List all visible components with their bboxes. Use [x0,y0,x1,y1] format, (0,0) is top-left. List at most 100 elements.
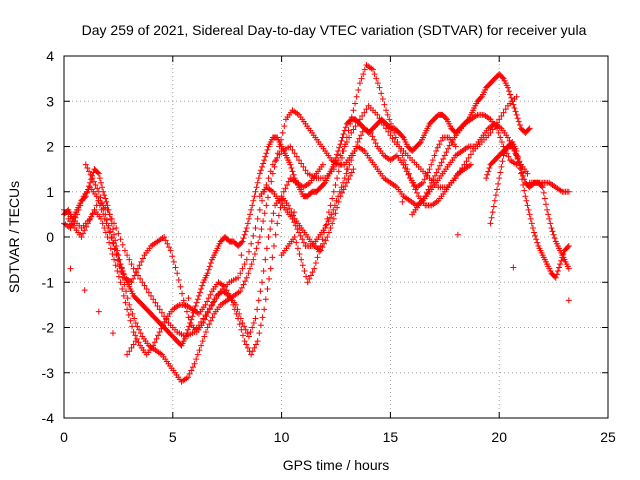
data-point-marker [504,84,511,91]
data-point-marker [255,297,262,304]
data-point-marker [256,234,263,240]
data-point-marker [241,338,248,345]
data-point-marker [202,301,209,308]
data-point-marker [200,319,207,326]
data-point-marker [426,166,433,173]
data-point-marker [285,178,292,185]
data-point-marker [78,197,85,204]
data-point-marker [337,161,344,168]
data-point-marker [389,125,396,132]
data-point-marker [267,265,274,272]
data-point-marker [282,185,289,192]
data-point-marker [514,155,521,162]
data-point-marker [511,105,518,112]
data-point-marker [204,270,211,277]
data-point-marker [156,306,163,313]
data-point-marker [329,220,336,227]
data-point-marker [336,188,343,195]
data-point-marker [334,151,341,158]
data-point-marker [242,278,249,285]
data-point-marker [547,220,554,227]
data-point-marker [87,171,94,178]
data-point-marker [290,171,297,178]
data-point-marker [124,351,131,358]
data-point-marker [529,224,536,231]
data-point-marker [261,306,268,313]
data-point-marker [340,179,347,186]
data-point-marker [268,178,275,185]
data-point-marker [316,248,323,255]
data-point-marker [541,195,548,202]
data-point-marker [293,239,300,246]
data-point-marker [399,198,406,205]
data-point-marker [527,215,534,222]
data-point-marker [138,258,145,265]
data-point-marker [275,212,282,219]
data-point-marker [498,163,505,170]
data-point-marker [322,222,329,229]
data-point-marker [253,341,260,348]
data-point-marker [338,184,345,191]
data-point-marker [299,236,306,243]
data-point-marker [69,221,76,228]
data-point-marker [119,286,126,293]
data-point-marker [250,197,257,204]
data-point-marker [119,241,126,248]
data-point-marker [513,111,520,118]
y-tick-label: -2 [42,320,55,336]
data-point-marker [201,316,208,323]
data-point-marker [550,231,557,238]
data-point-marker [514,115,521,122]
data-point-marker [254,215,261,222]
data-point-marker [156,329,163,336]
data-point-marker [430,176,437,183]
data-point-marker [259,314,266,321]
data-point-marker [300,163,307,170]
data-point-marker [356,135,363,142]
data-point-marker [129,323,135,330]
data-point-marker [371,71,378,78]
data-point-marker [260,218,267,225]
data-point-marker [237,315,244,322]
data-point-marker [361,66,368,73]
data-point-marker [317,243,324,250]
data-point-marker [291,219,298,226]
data-point-marker [95,308,102,315]
data-point-marker [131,315,138,322]
data-point-marker [124,252,131,259]
data-point-marker [329,195,336,202]
data-point-marker [513,152,520,159]
data-point-marker [143,286,150,293]
data-point-marker [195,292,202,299]
data-point-marker [158,309,165,316]
data-point-marker [162,237,169,244]
data-point-marker [353,143,360,150]
x-tick-label: 5 [169,429,177,445]
data-point-marker [115,256,122,263]
data-point-marker [110,239,117,246]
data-point-marker [545,211,552,218]
data-point-marker [394,138,401,145]
data-point-marker [312,260,319,267]
data-point-marker [241,323,248,330]
data-point-marker [431,152,438,159]
data-point-marker [204,298,211,305]
data-point-marker [136,262,143,269]
data-point-marker [522,193,529,200]
data-point-marker [145,289,152,296]
data-point-marker [254,338,261,345]
data-point-marker [517,166,524,173]
data-point-marker [367,129,374,136]
data-point-marker [360,71,367,78]
data-point-marker [299,262,306,269]
data-point-marker [289,215,296,222]
data-point-marker [185,314,192,321]
data-point-marker [487,129,494,136]
data-point-marker [323,221,330,228]
data-point-marker [301,267,308,274]
data-point-marker [345,176,352,183]
data-point-marker [546,215,553,222]
data-point-marker [487,220,494,227]
data-point-marker [86,168,93,175]
y-tick-label: 2 [46,139,54,155]
